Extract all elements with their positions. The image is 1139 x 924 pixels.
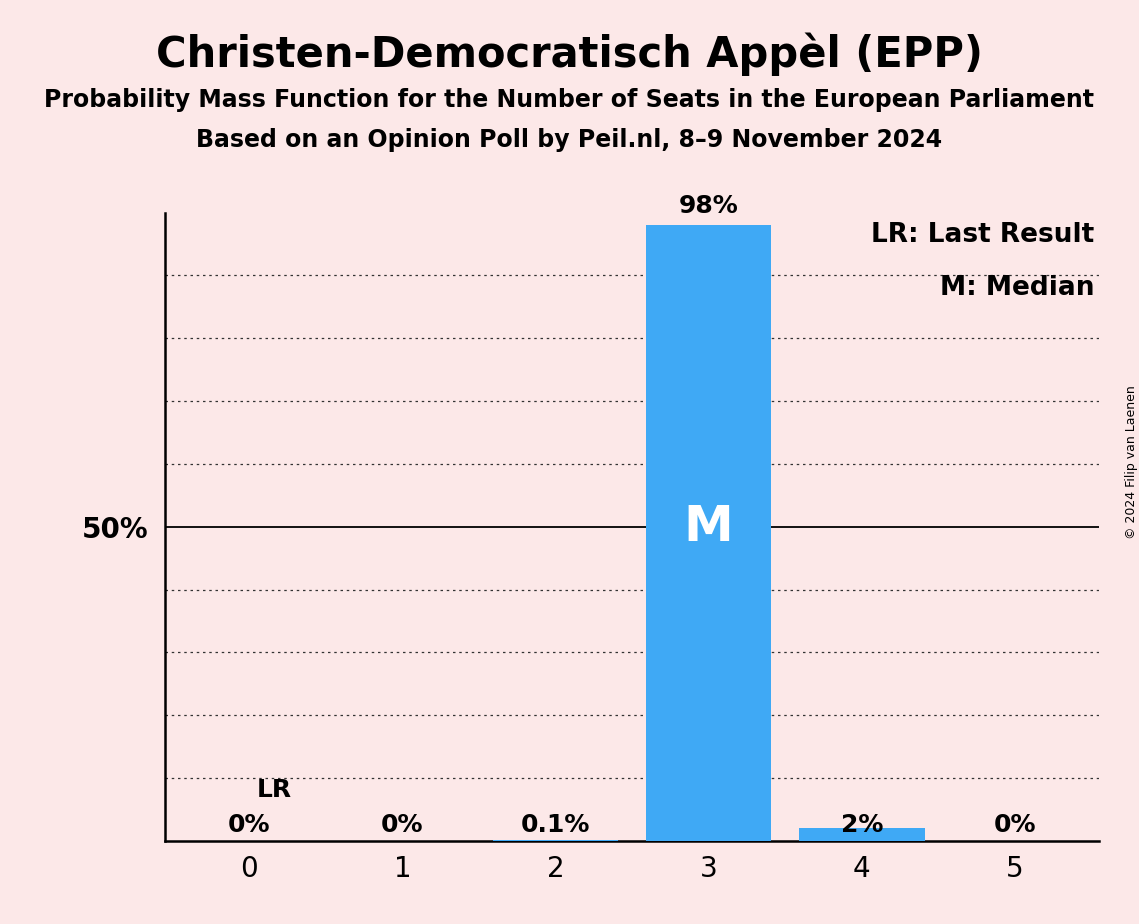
Text: 98%: 98% xyxy=(679,193,738,217)
Text: 0%: 0% xyxy=(382,813,424,837)
Text: M: Median: M: Median xyxy=(940,275,1095,301)
Text: 0.1%: 0.1% xyxy=(521,813,590,837)
Text: Probability Mass Function for the Number of Seats in the European Parliament: Probability Mass Function for the Number… xyxy=(44,88,1095,112)
Bar xyxy=(800,828,925,841)
Text: Based on an Opinion Poll by Peil.nl, 8–9 November 2024: Based on an Opinion Poll by Peil.nl, 8–9… xyxy=(196,128,943,152)
Text: © 2024 Filip van Laenen: © 2024 Filip van Laenen xyxy=(1124,385,1138,539)
Text: 2%: 2% xyxy=(841,813,883,837)
Text: LR: Last Result: LR: Last Result xyxy=(871,222,1095,248)
Text: Christen-Democratisch Appèl (EPP): Christen-Democratisch Appèl (EPP) xyxy=(156,32,983,76)
Text: LR: LR xyxy=(257,778,292,802)
Text: 0%: 0% xyxy=(228,813,271,837)
Text: 0%: 0% xyxy=(993,813,1036,837)
Bar xyxy=(646,225,771,841)
Text: M: M xyxy=(683,503,734,551)
